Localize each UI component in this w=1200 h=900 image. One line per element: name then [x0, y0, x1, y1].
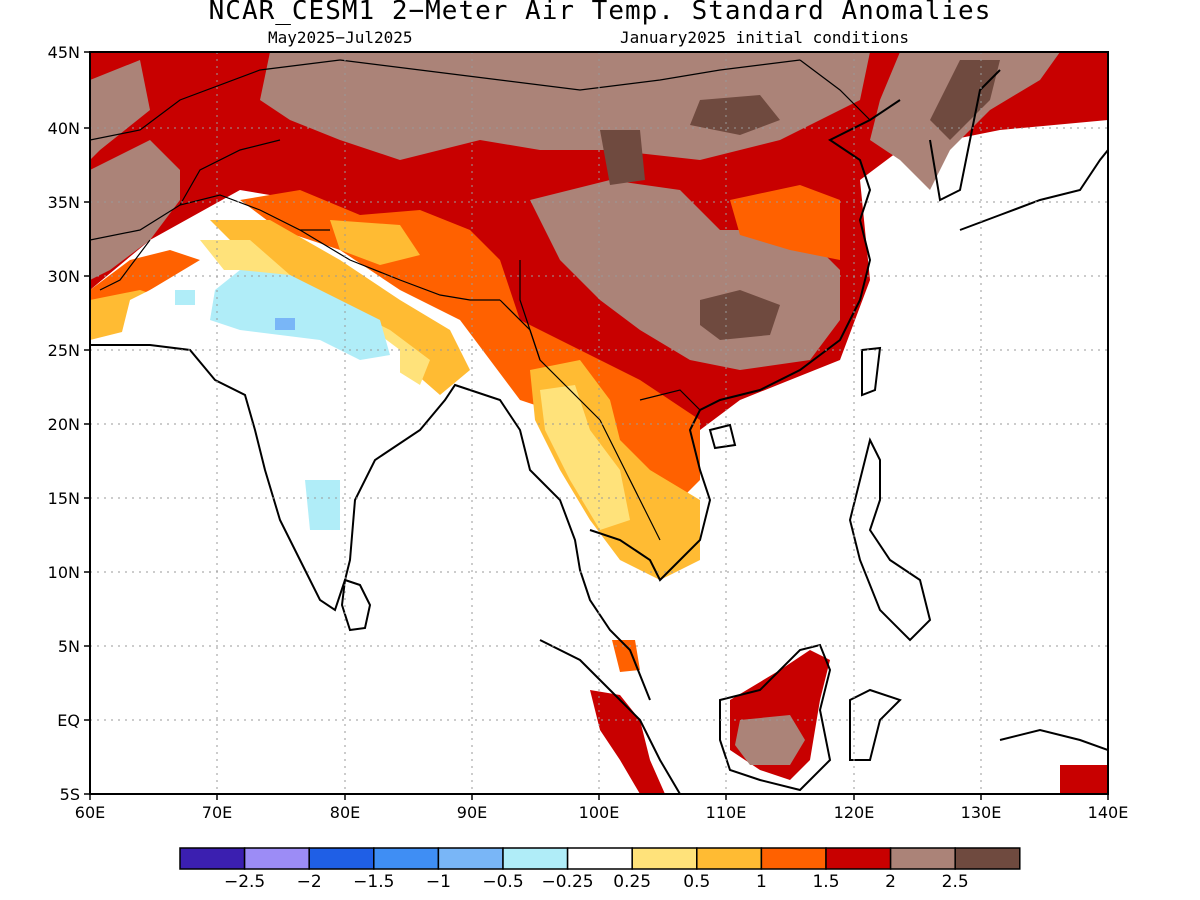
anomaly-region	[275, 318, 295, 330]
korea	[929, 69, 1001, 202]
anomaly-shading	[90, 52, 1108, 794]
legend-label: 2.5	[941, 872, 969, 892]
philippines	[848, 437, 932, 642]
lon-label: 130E	[960, 803, 1002, 822]
legend-label: 1.5	[812, 872, 840, 892]
lon-label: 100E	[578, 803, 620, 822]
sumatra	[539, 639, 681, 794]
anomaly-region	[730, 185, 840, 260]
sri-lanka	[340, 578, 372, 632]
gridlines	[90, 52, 1108, 794]
lat-label: 5S	[59, 785, 80, 804]
lat-label: 20N	[47, 415, 80, 434]
gulf-of-thailand	[589, 99, 901, 582]
anomaly-region	[690, 95, 780, 135]
lat-label: 40N	[47, 119, 80, 138]
lon-label: 80E	[329, 803, 361, 822]
map-frame	[89, 51, 1109, 795]
india-coastline	[90, 344, 471, 612]
lat-label: 15N	[47, 489, 80, 508]
coastlines	[90, 69, 1108, 794]
anomaly-region	[600, 130, 645, 185]
anomaly-region	[90, 140, 180, 280]
forecast-period: May2025−Jul2025	[268, 28, 413, 47]
legend-label: −1.5	[353, 872, 395, 892]
lon-label: 90E	[456, 803, 488, 822]
anomaly-region	[1060, 765, 1108, 794]
sulawesi	[849, 688, 902, 761]
taiwan	[861, 346, 882, 397]
anomaly-region	[210, 270, 390, 360]
lat-label: 35N	[47, 193, 80, 212]
lat-label: 5N	[57, 637, 80, 656]
lon-label: 140E	[1087, 803, 1129, 822]
lon-label: 70E	[201, 803, 233, 822]
lat-label: EQ	[57, 711, 80, 730]
lat-label: 45N	[47, 43, 80, 62]
anomaly-region	[305, 480, 340, 530]
legend-swatch	[566, 847, 633, 870]
legend-swatch	[243, 847, 310, 870]
lat-label: 25N	[47, 341, 80, 360]
anomaly-region	[735, 715, 805, 765]
legend-label: 0.25	[613, 872, 652, 892]
legend-label: −0.25	[541, 872, 594, 892]
indochina-coastline	[469, 389, 651, 701]
legend-label: 1	[755, 872, 767, 892]
anomaly-region	[260, 52, 870, 160]
lat-label: 10N	[47, 563, 80, 582]
lat-label: 30N	[47, 267, 80, 286]
borneo	[719, 643, 832, 792]
anomaly-region	[590, 690, 665, 794]
initial-conditions: January2025 initial conditions	[620, 28, 909, 47]
legend-label: −2.5	[223, 872, 266, 892]
anomaly-region	[175, 290, 195, 305]
anomaly-region	[612, 640, 640, 672]
lon-label: 110E	[705, 803, 747, 822]
map-title: NCAR_CESM1 2−Meter Air Temp. Standard An…	[208, 0, 992, 26]
anomaly-region	[700, 290, 780, 340]
anomaly-region	[90, 60, 150, 160]
legend-swatch	[308, 847, 375, 870]
legend-swatch	[631, 847, 698, 870]
japan	[959, 149, 1108, 231]
new-guinea	[999, 728, 1108, 751]
legend-label: −2	[296, 872, 322, 892]
legend-swatch	[825, 847, 892, 870]
legend-swatch	[696, 847, 763, 870]
legend-label: −1	[425, 872, 451, 892]
legend-swatch	[889, 847, 956, 870]
country-borders	[90, 59, 871, 541]
lon-label: 60E	[74, 803, 106, 822]
anomaly-region	[540, 385, 630, 530]
legend-swatch	[179, 847, 246, 870]
anomaly-region	[330, 220, 420, 265]
lon-label: 120E	[833, 803, 875, 822]
hainan	[708, 423, 737, 450]
legend-label: −0.5	[482, 872, 524, 892]
legend-label: 2	[885, 872, 896, 892]
legend-label: 0.5	[683, 872, 711, 892]
legend-swatch	[954, 847, 1021, 870]
legend-swatch	[373, 847, 440, 870]
legend-swatch	[760, 847, 827, 870]
legend-swatch	[437, 847, 504, 870]
anomaly-region	[930, 60, 1000, 140]
legend-swatch	[502, 847, 569, 870]
